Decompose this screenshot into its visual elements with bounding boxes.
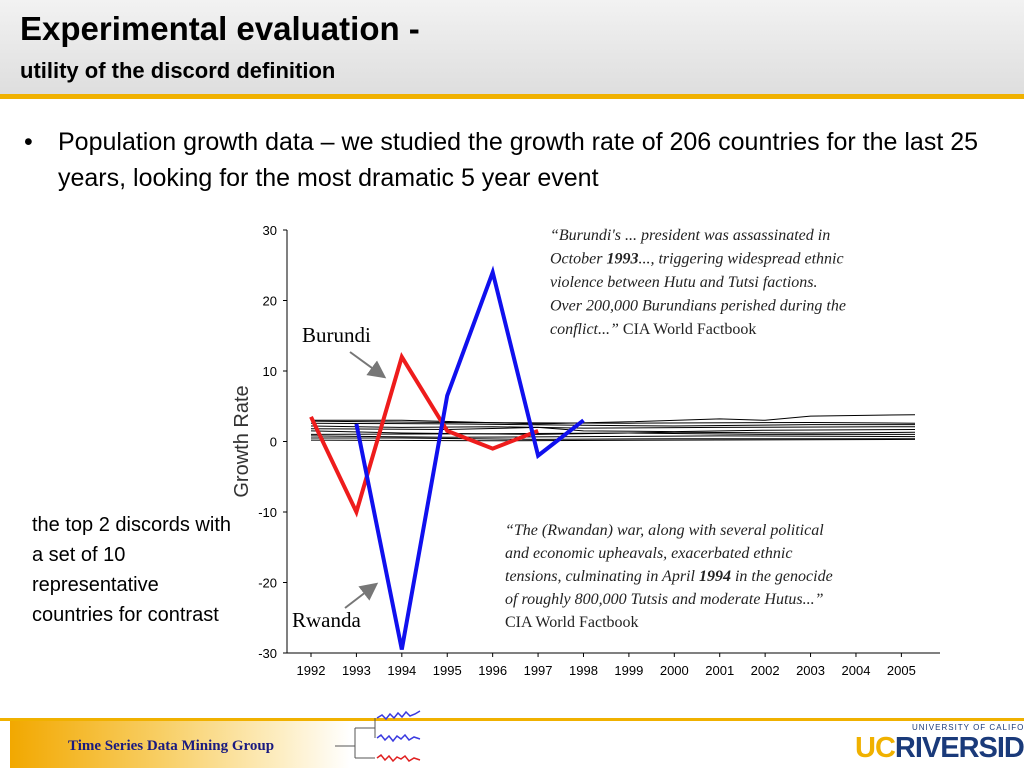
background-country-line [311,414,916,425]
x-tick-label: 1994 [387,663,416,678]
footer-divider [0,718,1024,721]
footer-band [10,721,350,768]
y-tick-label: -30 [258,646,277,661]
x-tick-label: 2002 [751,663,780,678]
ucr-logo-uc: UC [855,732,896,764]
x-tick-label: 2001 [705,663,734,678]
burundi-arrow-icon [349,351,387,379]
series-line-burundi [309,352,539,518]
x-tick-label: 2004 [842,663,871,678]
university-label: UNIVERSITY OF CALIFORNIA [912,723,1024,732]
y-tick-label: 0 [270,435,277,450]
y-tick-label: 10 [263,364,277,379]
bullet-marker: • [24,128,33,156]
x-tick-label: 2005 [887,663,916,678]
rwanda-quote: “The (Rwandan) war, along with several p… [505,522,833,631]
background-country-line [311,437,915,440]
background-country-line [310,422,915,427]
background-country-line [310,438,916,442]
x-tick-label: 1995 [433,663,462,678]
background-country-line [310,420,916,424]
x-tick-label: 1993 [342,663,371,678]
header-divider [0,94,1024,99]
y-tick-label: -20 [258,576,277,591]
background-country-line [310,435,916,438]
footer-group-name: Time Series Data Mining Group [68,738,275,754]
y-tick-label: -10 [258,505,277,520]
x-tick-label: 1996 [478,663,507,678]
ucr-logo: UCRIVERSIDE [855,732,1024,765]
bullet-point: • Population growth data – we studied th… [24,124,999,196]
growth-rate-chart: 30 20 10 0 -10 -20 -30 1992 1993 1994 1995 1996 1997… [231,223,940,678]
slide-footer: Time Series Data Mining Group [0,718,1024,768]
y-axis-label: Growth Rate [231,385,253,497]
bullet-text: Population growth data – we studied the … [58,128,979,192]
x-tick-label: 2000 [660,663,689,678]
burundi-quote: “Burundi's ... president was assassinate… [550,227,846,338]
y-tick-label: 20 [263,294,277,309]
waveform-logo-icon [335,710,421,763]
x-tick-label: 2003 [796,663,825,678]
series-label-rwanda: Rwanda [292,608,361,632]
ucr-logo-riverside: RIVERSIDE [894,732,1024,764]
background-country-line [310,432,915,435]
rwanda-arrow-icon [344,582,379,609]
y-tick-label: 30 [263,223,277,238]
series-label-burundi: Burundi [302,323,371,347]
x-tick-label: 1998 [569,663,598,678]
slide-subtitle: utility of the discord definition [20,58,336,83]
x-tick-label: 1999 [614,663,643,678]
background-country-line [310,425,916,429]
series-line-rwanda [354,265,585,650]
x-tick-label: 1992 [297,663,326,678]
x-tick-label: 1997 [524,663,553,678]
side-note: the top 2 discords with a set of 10 repr… [32,514,231,626]
slide-header: Experimental evaluation - utility of the… [0,0,1024,94]
slide-title: Experimental evaluation - [20,10,420,47]
